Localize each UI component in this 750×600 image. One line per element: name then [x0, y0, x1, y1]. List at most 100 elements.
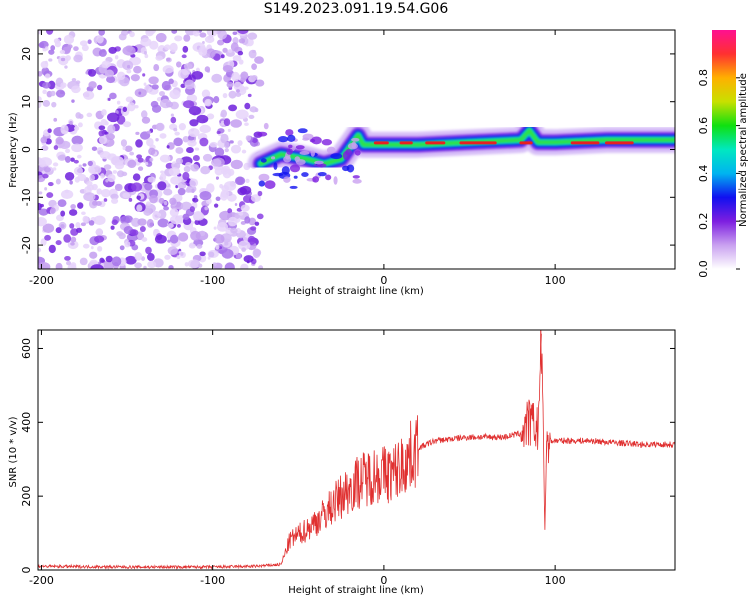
heatmap-noise-blob: [88, 81, 97, 89]
heatmap-noise-blob: [47, 182, 54, 187]
heatmap-noise-blob: [100, 173, 105, 179]
heatmap-noise-blob: [177, 188, 186, 196]
heatmap-noise-blob: [221, 165, 230, 172]
heatmap-noise-blob: [238, 38, 246, 44]
heatmap-noise-blob: [189, 119, 199, 127]
heatmap-noise-blob: [200, 166, 211, 175]
heatmap-transition-blob: [326, 146, 336, 154]
heatmap-transition-blob: [289, 164, 301, 173]
heatmap-noise-blob: [76, 227, 83, 233]
heatmap-transition-blob: [287, 134, 296, 142]
heatmap-noise-blob: [220, 54, 225, 59]
heatmap-noise-blob: [176, 255, 181, 260]
heatmap-noise-blob: [240, 204, 250, 212]
heatmap-noise-blob: [70, 157, 75, 162]
heatmap-y-label: Frequency (Hz): [8, 112, 19, 188]
heatmap-y-ticks: -20 -10 0 10 20: [20, 47, 675, 254]
heatmap-transition-blob: [297, 128, 308, 134]
heatmap-noise-blob: [145, 201, 151, 206]
heatmap-transition-blob: [285, 129, 294, 136]
heatmap-transition-blob: [316, 163, 327, 168]
heatmap-transition-blob: [288, 144, 293, 149]
heatmap-noise-blob: [224, 262, 235, 269]
heatmap-noise-blob: [245, 135, 252, 141]
heatmap-noise-blob: [186, 94, 198, 103]
heatmap-noise-blob: [70, 236, 77, 243]
heatmap-noise-blob: [42, 89, 47, 95]
heatmap-transition-blob: [346, 164, 355, 173]
snr-panel: -200 -100 0 100 0 200 400 600 Height of straig…: [8, 329, 676, 596]
heatmap-transition-blob: [272, 172, 284, 177]
heatmap-noise-blob: [40, 203, 44, 208]
heatmap-noise-blob: [57, 199, 67, 207]
heatmap-noise-blob: [146, 130, 152, 134]
heatmap-noise-blob: [220, 109, 228, 118]
heatmap-noise-blob: [211, 158, 222, 167]
heatmap-noise-blob: [78, 113, 84, 119]
heatmap-noise-blob: [96, 84, 103, 91]
heatmap-noise-blob: [170, 116, 177, 124]
heatmap-noise-blob: [108, 46, 117, 54]
heatmap-noise-blob: [80, 222, 86, 227]
heatmap-noise-blob: [149, 40, 159, 50]
heatmap-transition-blob: [263, 122, 269, 130]
heatmap-noise-blob: [46, 192, 54, 198]
heatmap-noise-blob: [169, 101, 179, 110]
heatmap-noise-blob: [99, 257, 105, 263]
heatmap-noise-blob: [111, 256, 122, 267]
heatmap-noise-blob: [55, 262, 63, 269]
heatmap-noise-blob: [38, 96, 42, 103]
heatmap-noise-blob: [192, 155, 200, 162]
heatmap-noise-blob: [240, 77, 246, 83]
heatmap-noise-blob: [45, 30, 54, 35]
heatmap-noise-blob: [144, 54, 149, 59]
heatmap-noise-blob: [153, 63, 160, 72]
heatmap-noise-blob: [253, 248, 262, 257]
colorbar-tick-label: 0.4: [697, 165, 710, 183]
heatmap-noise-blob: [251, 63, 258, 70]
heatmap-noise-blob: [199, 137, 209, 147]
heatmap-noise-blob: [216, 222, 229, 232]
heatmap-transition-blob: [293, 175, 298, 179]
heatmap-signal-band: [247, 117, 675, 189]
heatmap-noise-blob: [60, 189, 74, 200]
heatmap-noise-blob: [53, 117, 58, 122]
heatmap-noise-blob: [89, 167, 96, 173]
heatmap-noise-blob: [139, 225, 146, 232]
heatmap-noise-blob: [141, 237, 148, 242]
heatmap-noise-blob: [134, 262, 142, 269]
heatmap-noise-blob: [157, 218, 169, 228]
heatmap-noise-blob: [142, 73, 146, 77]
heatmap-noise-blob: [163, 188, 173, 196]
heatmap-noise-blob: [70, 262, 77, 269]
heatmap-noise-blob: [138, 91, 142, 95]
colorbar-tick-label: 0.2: [697, 212, 710, 230]
heatmap-noise-blob: [44, 234, 52, 241]
heatmap-noise-blob: [216, 130, 221, 135]
heatmap-noise-blob: [192, 212, 205, 221]
heatmap-noise-blob: [50, 207, 56, 214]
heatmap-noise-blob: [111, 198, 119, 204]
heatmap-noise-blob: [136, 154, 143, 159]
heatmap-noise-blob: [173, 137, 183, 147]
heatmap-noise-blob: [83, 90, 95, 100]
heatmap-noise-blob: [87, 39, 92, 45]
heatmap-noise-blob: [131, 182, 143, 192]
heatmap-noise-blob: [129, 151, 135, 156]
heatmap-noise-blob: [116, 100, 121, 105]
heatmap-noise-blob: [176, 61, 182, 68]
heatmap-noise-blob: [143, 50, 147, 55]
heatmap-noise-blob: [185, 188, 192, 193]
snr-x-ticks: -200 -100 0 100: [29, 330, 566, 587]
heatmap-noise-blob: [178, 232, 189, 242]
heatmap-noise-blob: [107, 97, 111, 101]
heatmap-noise-blob: [169, 42, 178, 53]
heatmap-noise-blob: [149, 157, 154, 162]
heatmap-noise-blob: [189, 206, 195, 213]
heatmap-noise-blob: [178, 122, 186, 131]
heatmap-noise-blob: [104, 131, 109, 135]
heatmap-noise-blob: [167, 246, 178, 255]
heatmap-noise-blob: [180, 252, 184, 256]
heatmap-noise-blob: [110, 155, 124, 166]
